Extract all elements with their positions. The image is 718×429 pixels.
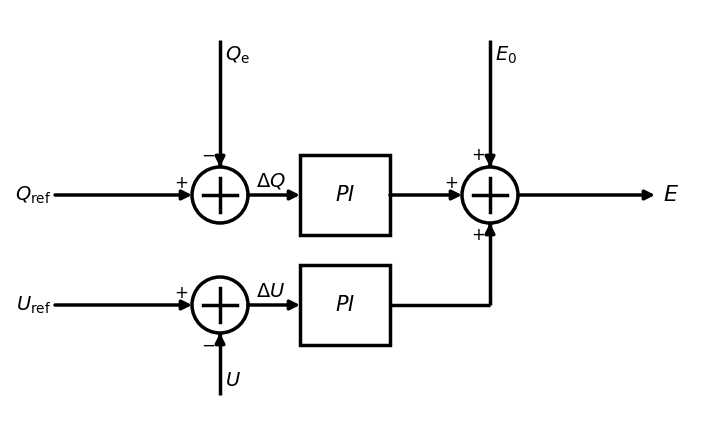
Text: $Q_{\mathrm{ref}}$: $Q_{\mathrm{ref}}$ xyxy=(14,184,51,205)
Text: $\Delta U$: $\Delta U$ xyxy=(256,282,285,301)
Text: +: + xyxy=(471,226,485,244)
Text: $U$: $U$ xyxy=(225,371,241,390)
Text: +: + xyxy=(174,174,188,192)
Text: +: + xyxy=(471,146,485,164)
Bar xyxy=(300,265,390,345)
Text: $E_0$: $E_0$ xyxy=(495,45,517,66)
Bar xyxy=(300,155,390,235)
Text: $\Delta Q$: $\Delta Q$ xyxy=(256,171,286,191)
Text: $E$: $E$ xyxy=(663,185,679,205)
Text: +: + xyxy=(444,174,458,192)
Text: $U_{\mathrm{ref}}$: $U_{\mathrm{ref}}$ xyxy=(16,294,51,316)
Text: $-$: $-$ xyxy=(201,336,215,354)
Text: $PI$: $PI$ xyxy=(335,185,355,205)
Text: $-$: $-$ xyxy=(201,146,215,164)
Text: +: + xyxy=(174,284,188,302)
Text: $PI$: $PI$ xyxy=(335,295,355,315)
Text: $Q_{\mathrm{e}}$: $Q_{\mathrm{e}}$ xyxy=(225,45,250,66)
